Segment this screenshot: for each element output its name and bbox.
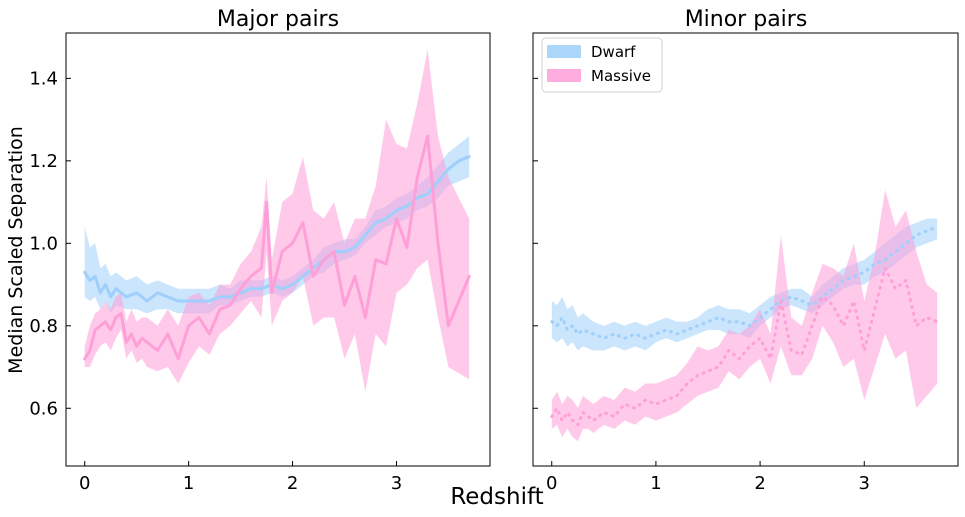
legend-swatch-dwarf	[547, 45, 581, 58]
legend-label-dwarf: Dwarf	[591, 43, 636, 61]
x-tick-label: 3	[391, 473, 402, 494]
y-axis-ticks: 0.6 0.8 1.0 1.2 1.4	[29, 68, 71, 419]
band-massive	[84, 49, 470, 392]
x-tick-label: 0	[79, 473, 90, 494]
axes-frame	[65, 32, 491, 467]
legend-label-massive: Massive	[591, 67, 651, 85]
panel-minor-pairs: Minor pairs 0 1 2 3 Dwarf Massive	[532, 7, 959, 494]
x-tick-label: 3	[859, 473, 870, 494]
x-tick-label: 1	[183, 473, 194, 494]
x-axis-ticks: 0 1 2 3	[79, 461, 402, 494]
legend: Dwarf Massive	[541, 37, 663, 93]
line-massive	[550, 266, 939, 427]
y-tick-label: 0.6	[29, 398, 58, 419]
y-axis-label: Median Scaled Separation	[5, 126, 27, 374]
line-dwarf	[83, 155, 471, 303]
axes-frame	[532, 32, 959, 467]
line-dwarf	[550, 225, 939, 340]
legend-swatch-massive	[547, 69, 581, 82]
x-tick-label: 0	[546, 473, 557, 494]
line-layer	[83, 134, 471, 361]
y-tick-label: 0.8	[29, 316, 58, 337]
y-tick-label: 1.4	[29, 68, 58, 89]
line-massive	[83, 134, 471, 361]
y-tick-label: 1.0	[29, 233, 58, 254]
panel-title: Major pairs	[217, 7, 339, 32]
band-layer	[551, 189, 938, 442]
x-tick-label: 1	[650, 473, 661, 494]
band-massive	[551, 189, 938, 442]
x-axis-label: Redshift	[450, 484, 543, 510]
line-layer	[550, 225, 939, 427]
y-axis-ticks	[533, 77, 538, 409]
x-axis-ticks: 0 1 2 3	[546, 461, 870, 494]
x-tick-label: 2	[754, 473, 765, 494]
x-tick-label: 2	[287, 473, 298, 494]
panel-major-pairs: Major pairs 0 1 2 3 0.6 0.8 1.0 1.2 1.4	[29, 7, 491, 494]
y-tick-label: 1.2	[29, 151, 58, 172]
panel-title: Minor pairs	[685, 7, 808, 32]
